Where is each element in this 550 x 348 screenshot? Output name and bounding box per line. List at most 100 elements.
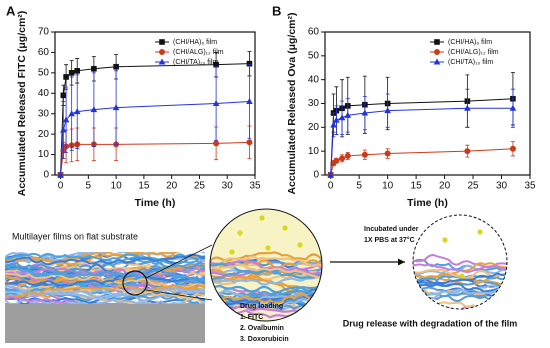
- marker: [333, 157, 340, 164]
- marker: [91, 65, 97, 72]
- x-tick-label: 5: [86, 181, 92, 192]
- drug-particle: [459, 273, 465, 279]
- y-tick-label: 20: [38, 129, 50, 140]
- y-tick-label: 30: [38, 108, 50, 119]
- fiber: [5, 252, 186, 262]
- x-tick-label: 20: [166, 181, 178, 192]
- x-tick-label: 15: [138, 181, 150, 192]
- loading-item: 1. FITC: [240, 314, 263, 321]
- y-tick-label: 60: [308, 27, 320, 38]
- marker: [246, 139, 253, 146]
- y-tick-label: 50: [308, 50, 320, 61]
- y-tick-label: 30: [308, 98, 320, 109]
- marker: [327, 171, 334, 178]
- fiber: [5, 263, 205, 284]
- fiber: [5, 252, 205, 263]
- marker: [246, 60, 253, 67]
- x-tick-label: 35: [524, 181, 536, 192]
- condition: 1X PBS at 37°C: [364, 236, 415, 244]
- x-tick-label: 10: [382, 181, 394, 192]
- loading-item: 3. Doxorubicin: [240, 336, 289, 343]
- marker: [63, 74, 69, 80]
- marker: [246, 97, 253, 104]
- drug-particle: [237, 230, 243, 236]
- loading-title: Drug loading: [240, 303, 283, 310]
- fiber: [413, 294, 507, 305]
- y-axis-label: Accumulated Released Ova (μg/cm²): [286, 12, 298, 194]
- marker: [509, 104, 517, 111]
- y-tick-label: 50: [38, 67, 50, 78]
- substrate: [5, 303, 205, 343]
- marker: [57, 171, 64, 178]
- fiber: [5, 262, 205, 277]
- x-tick-label: 10: [111, 181, 123, 192]
- series-line: [60, 63, 250, 176]
- y-tick-label: 60: [38, 47, 50, 58]
- y-tick-label: 10: [38, 149, 50, 160]
- loading-item: 2. Ovalbumin: [240, 325, 284, 332]
- marker: [464, 104, 471, 111]
- marker: [90, 106, 98, 113]
- marker: [434, 49, 440, 55]
- marker: [344, 152, 351, 159]
- marker: [330, 121, 337, 128]
- diagram: Multilayer films on flat substrate Drug …: [5, 208, 517, 343]
- fiber: [5, 284, 205, 302]
- legend-label: (CHI/TA)₁₀ film: [448, 59, 493, 66]
- marker: [434, 39, 440, 45]
- panel-label: B: [272, 3, 281, 18]
- marker: [339, 155, 346, 162]
- film: [5, 252, 205, 304]
- marker: [68, 110, 75, 117]
- fiber: [5, 265, 205, 283]
- marker: [384, 150, 391, 157]
- legend-label: (CHI/TA)₁₀ film: [173, 59, 218, 66]
- drug-particle: [229, 249, 235, 255]
- x-tick-label: 0: [328, 181, 334, 192]
- y-tick-label: 40: [308, 74, 320, 85]
- zoom-line: [145, 289, 213, 301]
- fiber: [413, 272, 507, 290]
- marker: [212, 100, 220, 106]
- marker: [68, 70, 75, 76]
- condition: Incubated under: [364, 226, 419, 233]
- marker: [464, 148, 471, 155]
- fiber: [210, 263, 322, 281]
- fiber: [5, 274, 205, 287]
- marker: [338, 114, 346, 121]
- marker: [158, 58, 166, 65]
- x-axis-label: Time (h): [407, 197, 448, 209]
- legend-label: (CHI/HA)₆ film: [173, 39, 217, 46]
- x-tick-label: 25: [467, 181, 479, 192]
- y-axis-label: Accumulated Released FITC (μg/cm²): [16, 11, 28, 197]
- marker: [113, 63, 119, 70]
- x-tick-label: 25: [194, 181, 206, 192]
- marker: [333, 116, 340, 123]
- marker: [62, 116, 70, 123]
- release-view: [413, 254, 507, 309]
- zoom-view: [209, 208, 323, 322]
- drug-particle: [442, 237, 448, 243]
- drug-particle: [259, 215, 265, 221]
- marker: [344, 111, 352, 118]
- drug-particle: [282, 225, 288, 231]
- marker: [213, 61, 219, 68]
- y-tick-label: 10: [308, 146, 320, 157]
- fiber: [210, 258, 322, 270]
- marker: [60, 126, 67, 133]
- marker: [159, 39, 165, 45]
- zoom-line: [145, 244, 213, 279]
- series-line: [60, 141, 250, 176]
- marker: [74, 68, 81, 74]
- marker: [60, 92, 67, 99]
- marker: [509, 145, 516, 152]
- x-tick-label: 15: [411, 181, 423, 192]
- x-tick-label: 30: [222, 181, 234, 192]
- series-line: [60, 100, 250, 176]
- marker: [433, 58, 441, 65]
- marker: [112, 104, 120, 111]
- x-tick-label: 5: [356, 181, 362, 192]
- fiber: [5, 253, 205, 266]
- series-line: [330, 98, 513, 176]
- fiber: [5, 283, 205, 298]
